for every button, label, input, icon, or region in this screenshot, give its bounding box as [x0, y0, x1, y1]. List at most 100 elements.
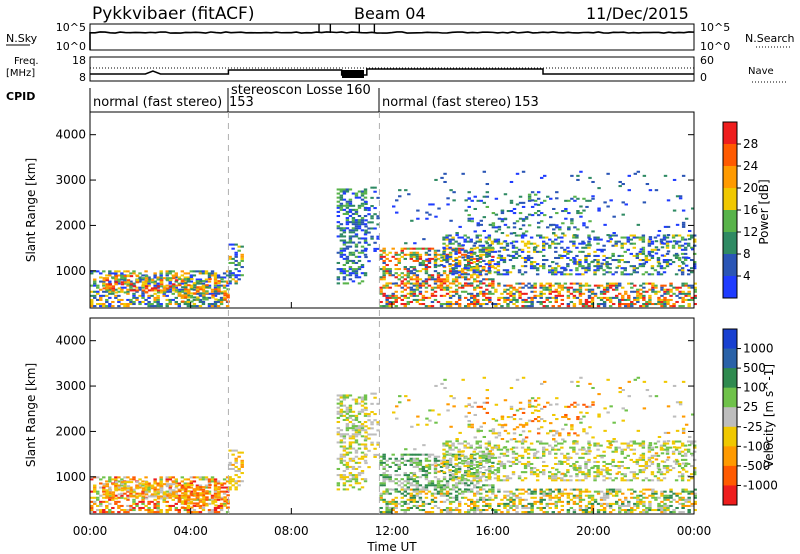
velocity-cell [448, 440, 452, 443]
velocity-cell [433, 484, 438, 487]
velocity-cell [445, 440, 449, 443]
velocity-cell [351, 437, 356, 440]
power-cell [621, 303, 625, 306]
power-cell [391, 274, 395, 277]
velocity-cell [430, 492, 435, 495]
power-cell [189, 284, 194, 287]
power-cell [445, 261, 449, 264]
power-cell [496, 273, 501, 276]
power-cell [669, 290, 673, 293]
power-cell [484, 240, 489, 243]
power-cell [557, 294, 562, 297]
power-cell [564, 217, 568, 220]
velocity-cell [336, 398, 341, 401]
velocity-cell [457, 504, 462, 507]
power-cell [551, 271, 555, 274]
power-cell [147, 276, 151, 279]
power-cell [662, 259, 667, 262]
power-cell [530, 205, 535, 208]
power-cell [174, 303, 178, 306]
velocity-cell [394, 506, 398, 510]
power-cell [117, 274, 121, 277]
power-cell [195, 305, 200, 308]
power-cell [523, 256, 528, 259]
power-cell [336, 235, 341, 238]
power-cell [671, 246, 676, 249]
velocity-cell [472, 477, 476, 480]
power-cell [641, 273, 646, 276]
power-cell [342, 190, 347, 193]
power-cell [354, 272, 359, 275]
power-cell [240, 255, 244, 258]
power-cell [627, 298, 631, 301]
velocity-cell [141, 506, 145, 510]
power-cell [424, 305, 429, 308]
power-cell [473, 230, 477, 233]
velocity-cell [554, 502, 558, 505]
power-cell [575, 234, 579, 237]
power-cell [623, 269, 627, 272]
power-cell [620, 246, 624, 249]
power-cell [220, 278, 224, 281]
velocity-cell [663, 502, 667, 505]
velocity-cell [409, 492, 414, 495]
power-cell [373, 249, 377, 252]
power-cell [339, 188, 344, 191]
velocity-cell [345, 488, 350, 491]
power-cell [584, 303, 589, 306]
velocity-cell [617, 490, 622, 493]
velocity-cell [526, 460, 531, 463]
power-cell [672, 254, 677, 257]
power-cell [470, 268, 474, 271]
velocity-cell [476, 480, 480, 483]
velocity-cell [342, 476, 347, 479]
power-cell [455, 234, 459, 237]
velocity-cell [541, 454, 546, 457]
velocity-cell [364, 447, 368, 450]
velocity-cell [345, 429, 350, 432]
power-cell [666, 292, 670, 295]
power-cell [452, 199, 456, 202]
power-cell [204, 272, 209, 275]
power-cell [648, 189, 653, 192]
velocity-cell [472, 458, 476, 461]
power-cell [584, 254, 588, 257]
velocity-cell [476, 482, 480, 485]
velocity-cell [433, 496, 438, 499]
velocity-cell [448, 476, 453, 479]
velocity-cell [451, 509, 456, 512]
velocity-cell [545, 504, 549, 507]
velocity-cell [168, 504, 172, 507]
velocity-cell [578, 490, 583, 493]
power-cell [442, 254, 446, 257]
power-cell [445, 274, 450, 277]
power-cell [412, 278, 417, 281]
velocity-cell [348, 445, 353, 448]
velocity-cell [348, 480, 353, 483]
power-cell [177, 282, 181, 285]
velocity-cell [520, 440, 525, 443]
power-cell [225, 292, 230, 295]
velocity-cell [339, 476, 344, 479]
velocity-cell [409, 457, 414, 460]
velocity-cell [342, 459, 347, 462]
power-cell [223, 298, 227, 301]
power-cell [102, 303, 106, 306]
velocity-cell [587, 494, 592, 497]
power-cell [159, 285, 164, 288]
velocity-cell [681, 498, 685, 501]
velocity-cell [339, 394, 344, 397]
velocity-cell [400, 488, 404, 491]
power-cell [660, 246, 665, 249]
velocity-cell [476, 486, 480, 489]
power-cell [509, 286, 513, 289]
velocity-cell [545, 488, 549, 491]
velocity-cell [360, 478, 365, 481]
power-cell [523, 259, 528, 262]
velocity-cell [482, 488, 486, 491]
power-cell [363, 223, 368, 226]
velocity-cell [614, 490, 619, 493]
power-cell [219, 280, 224, 283]
power-cell [413, 242, 417, 245]
